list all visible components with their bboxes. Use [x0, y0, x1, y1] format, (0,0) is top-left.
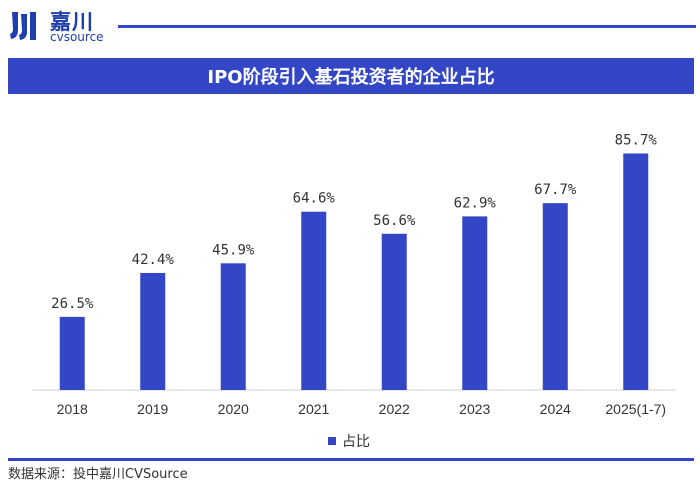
- bar-0: [59, 316, 85, 390]
- chart-title-bar: IPO阶段引入基石投资者的企业占比: [8, 58, 694, 94]
- bar-chart: 26.5% 2018 42.4% 2019 45.9% 2020 64.6% 2021 56.6…: [32, 132, 676, 417]
- bar-1: [140, 272, 166, 390]
- data-label-5: 62.9%: [454, 195, 497, 211]
- x-tick-label-1: 2019: [137, 401, 168, 417]
- bar-5: [462, 216, 488, 390]
- legend-label: 占比: [342, 434, 370, 450]
- data-label-4: 56.6%: [373, 213, 416, 229]
- bar-7: [623, 153, 649, 390]
- logo-english-text: cvsource: [50, 30, 104, 44]
- x-tick-label-7: 2025(1-7): [605, 401, 666, 417]
- data-label-6: 67.7%: [534, 182, 577, 198]
- legend-swatch: [328, 437, 336, 445]
- cvsource-logo-icon: [10, 12, 36, 40]
- data-label-3: 64.6%: [293, 191, 336, 207]
- bar-4: [381, 233, 407, 390]
- x-tick-label-0: 2018: [57, 401, 88, 417]
- x-tick-label-2: 2020: [218, 401, 249, 417]
- data-label-2: 45.9%: [212, 242, 255, 258]
- logo: 嘉川 cvsource: [8, 6, 148, 44]
- data-source-note: 数据来源：投中嘉川CVSource: [8, 467, 188, 482]
- data-label-1: 42.4%: [132, 252, 175, 268]
- x-tick-label-6: 2024: [540, 401, 571, 417]
- x-tick-label-3: 2021: [298, 401, 329, 417]
- x-tick-label-4: 2022: [379, 401, 410, 417]
- legend: 占比: [328, 431, 370, 451]
- bar-3: [301, 211, 327, 390]
- header-divider: [118, 25, 696, 28]
- logo-chinese-text: 嘉川: [50, 10, 94, 34]
- data-label-0: 26.5%: [51, 296, 94, 312]
- bar-2: [220, 263, 246, 390]
- data-label-7: 85.7%: [615, 132, 658, 148]
- footer-divider: [8, 458, 694, 461]
- x-tick-label-5: 2023: [459, 401, 490, 417]
- bar-6: [542, 203, 568, 390]
- chart-title: IPO阶段引入基石投资者的企业占比: [207, 67, 495, 88]
